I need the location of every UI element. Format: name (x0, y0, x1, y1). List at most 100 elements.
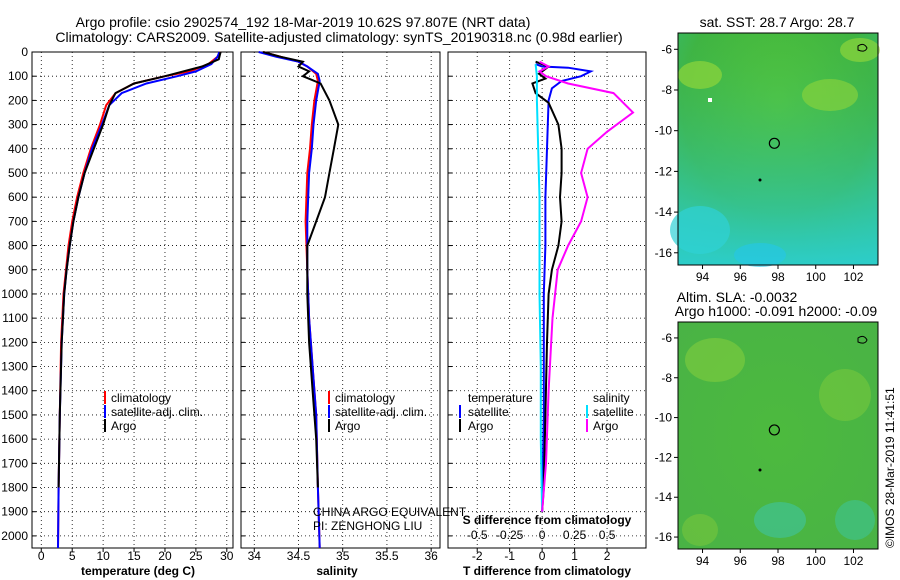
difference-panel: -2 -1 0 1 2 -0.5 -0.25 0 0.25 0.5 S difference f… (447, 51, 647, 578)
x-tick-label: 34 (248, 549, 262, 563)
legend-salinity-title: salinity (593, 391, 630, 405)
depth-tick-label: 1500 (1, 408, 28, 422)
x-tick-label: -1 (504, 549, 515, 563)
legend-climatology-label: climatology (335, 391, 395, 405)
depth-tick-label: 100 (8, 69, 28, 83)
x-tick-label: 0 (539, 549, 546, 563)
s-diff-tick-label: 0.25 (563, 528, 587, 542)
x-tick-label: 35.5 (375, 549, 399, 563)
difference-legend-salinity: salinity satellite Argo (586, 391, 634, 433)
sst-cool-patch (670, 206, 730, 254)
x-tick-label: 0 (38, 549, 45, 563)
island-outline-icon (857, 335, 868, 344)
sst-cool-patch (734, 243, 786, 267)
map-y-tick-label: -16 (655, 246, 673, 260)
legend-climatology-label: climatology (111, 391, 171, 405)
depth-tick-label: 700 (8, 214, 28, 228)
map-x-tick-label: 102 (843, 554, 863, 568)
depth-tick-label: 1300 (1, 360, 28, 374)
depth-tick-label: 1700 (1, 456, 28, 470)
imos-credit: ©IMOS 28-Mar-2019 11:41:51 (883, 387, 897, 548)
temperature-panel: 0 5 10 15 20 25 30 temperature (deg C) climato… (31, 51, 234, 578)
series-line-satellite-adj-clim- (57, 51, 221, 549)
sst-map-title: sat. SST: 28.7 Argo: 28.7 (700, 14, 855, 30)
sst-warm-patch (840, 38, 880, 62)
float-pi-annotation: PI: ZENGHONG LIU (313, 519, 422, 533)
map-y-tick-label: -14 (655, 205, 673, 219)
map-y-tick-label: -14 (655, 490, 673, 504)
sla-low-patch (835, 500, 875, 540)
map-x-tick-label: 100 (806, 554, 826, 568)
depth-tick-label: 1200 (1, 335, 28, 349)
figure-title: Argo profile: csio 2902574_192 18-Mar-20… (76, 14, 531, 30)
series-line-s-argo (537, 60, 635, 512)
depth-tick-label: 1000 (1, 287, 28, 301)
x-tick-label: -2 (472, 549, 483, 563)
sla-high-patch (682, 514, 718, 546)
temperature-plot-frame (31, 51, 234, 549)
legend-s-argo-label: Argo (593, 419, 619, 433)
sst-warm-patch (802, 79, 858, 111)
map-y-tick-label: -6 (661, 42, 672, 56)
s-diff-tick-label: -0.25 (496, 528, 524, 542)
sla-low-patch (754, 502, 806, 538)
series-line-argo (262, 51, 340, 488)
legend-t-argo-label: Argo (468, 419, 494, 433)
map-x-tick-label: 96 (734, 554, 748, 568)
sla-map-title: Altim. SLA: -0.0032 (677, 289, 798, 305)
depth-tick-label: 0 (21, 45, 28, 59)
s-diff-tick-label: 0 (539, 528, 546, 542)
series-line-argo (57, 51, 222, 488)
s-diff-tick-label: 0.5 (599, 528, 616, 542)
depth-tick-label: 500 (8, 166, 28, 180)
depth-tick-label: 1400 (1, 384, 28, 398)
x-tick-label: 5 (69, 549, 76, 563)
depth-tick-label: 1100 (2, 311, 28, 325)
sst-warm-patch (678, 61, 722, 89)
depth-tick-label: 200 (8, 93, 28, 107)
series-line-satellite-adj-clim- (258, 51, 321, 549)
map-x-tick-label: 98 (771, 554, 785, 568)
legend-satellite-label: satellite-adj. clim. (111, 405, 203, 419)
figure-subtitle: Climatology: CARS2009. Satellite-adjuste… (55, 29, 622, 45)
map-y-tick-label: -6 (661, 331, 672, 345)
legend-t-satellite-label: satellite (468, 405, 509, 419)
map-x-tick-label: 98 (771, 270, 785, 284)
map-y-tick-label: -12 (655, 164, 673, 178)
float-program-annotation: CHINA ARGO EQUIVALENT (313, 505, 467, 519)
depth-tick-label: 1600 (1, 432, 28, 446)
s-diff-tick-label: -0.5 (467, 528, 488, 542)
legend-s-satellite-label: satellite (593, 405, 634, 419)
salinity-legend: climatology satellite-adj. clim. Argo (328, 391, 427, 433)
island-outline-icon (857, 43, 868, 52)
x-tick-label: 35 (336, 549, 350, 563)
map-y-tick-label: -16 (655, 530, 673, 544)
profile-location-marker (768, 424, 780, 436)
sst-missing-pixel (708, 98, 712, 102)
map-x-tick-label: 100 (806, 270, 826, 284)
x-tick-label: 20 (158, 549, 172, 563)
float-position-dot (758, 178, 762, 182)
float-position-dot (758, 468, 762, 472)
salinity-difference-axis-label: S difference from climatology (463, 513, 632, 527)
series-line-climatology (262, 51, 321, 549)
series-line-t-satellite (535, 63, 595, 512)
salinity-axis-label: salinity (316, 564, 358, 578)
depth-tick-label: 600 (8, 190, 28, 204)
map-y-tick-label: -8 (661, 83, 672, 97)
x-tick-label: 1 (571, 549, 578, 563)
profile-location-marker (768, 137, 780, 149)
depth-axis: 0 100 200 300 400 500 600 700 800 900 1000 1100 1200… (1, 45, 28, 543)
map-y-tick-label: -10 (655, 124, 673, 138)
difference-legend-temperature: temperature satellite Argo (459, 391, 533, 433)
series-line-s-satellite (534, 63, 544, 512)
x-tick-label: 25 (189, 549, 203, 563)
legend-temperature-title: temperature (468, 391, 533, 405)
x-tick-label: 15 (127, 549, 141, 563)
temperature-difference-axis-label: T difference from climatology (463, 564, 631, 578)
x-tick-label: 30 (220, 549, 234, 563)
sla-map-subtitle: Argo h1000: -0.091 h2000: -0.09 (675, 303, 878, 319)
depth-tick-label: 1800 (1, 481, 28, 495)
depth-tick-label: 2000 (1, 529, 28, 543)
map-x-tick-label: 96 (734, 270, 748, 284)
